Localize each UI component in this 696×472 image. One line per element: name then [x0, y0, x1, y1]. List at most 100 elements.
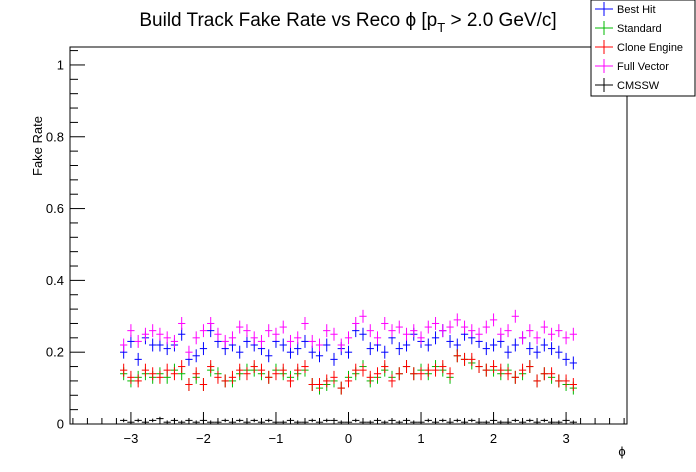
data-point: [344, 331, 353, 345]
data-point: [388, 418, 396, 423]
data-point: [141, 327, 150, 341]
data-point: [127, 370, 135, 384]
data-point: [337, 381, 345, 395]
legend-entry: Full Vector: [595, 59, 669, 73]
data-point: [323, 418, 331, 423]
data-point: [134, 352, 142, 366]
data-point: [489, 313, 498, 327]
data-point: [417, 331, 425, 345]
data-point: [344, 345, 353, 359]
data-point: [279, 363, 287, 377]
data-point: [236, 345, 244, 359]
data-point: [540, 338, 548, 352]
data-point: [381, 317, 389, 330]
chart-title-subscript: T: [437, 20, 445, 35]
data-point: [410, 367, 418, 381]
data-point: [337, 338, 345, 352]
data-point: [417, 420, 425, 424]
data-point: [323, 374, 331, 388]
data-point: [163, 331, 171, 345]
data-point: [192, 367, 200, 381]
x-axis-label: ϕ: [618, 444, 625, 459]
data-point: [214, 327, 222, 341]
data-point: [547, 367, 556, 381]
data-point: [460, 352, 469, 366]
data-point: [214, 420, 222, 424]
data-point: [366, 324, 374, 338]
data-point: [366, 420, 374, 424]
data-point: [366, 342, 374, 356]
data-point: [439, 324, 447, 338]
data-point: [294, 363, 302, 377]
data-point: [518, 331, 527, 345]
data-point: [395, 367, 403, 381]
data-point: [257, 363, 266, 377]
chart-title-main: Build Track Fake Rate vs Reco ϕ [p: [139, 10, 437, 31]
data-point: [497, 363, 505, 377]
data-point: [482, 320, 490, 334]
data-point: [149, 418, 157, 423]
data-point: [431, 331, 440, 345]
data-point: [294, 331, 302, 345]
data-point: [482, 342, 490, 356]
data-point: [228, 331, 237, 345]
data-point: [265, 370, 273, 384]
x-axis: −3 −2 −1 0 1 2 3: [72, 412, 625, 446]
data-point: [308, 418, 316, 423]
data-point: [453, 349, 461, 363]
series-clone-engine: [120, 349, 577, 395]
data-point: [504, 420, 512, 424]
legend-label: Clone Engine: [617, 42, 683, 54]
data-point: [569, 420, 577, 424]
data-point: [446, 320, 454, 334]
data-point: [497, 420, 505, 424]
data-point: [518, 363, 527, 377]
data-point: [250, 331, 258, 345]
data-point: [207, 420, 215, 424]
data-point: [562, 331, 570, 345]
data-point: [352, 317, 360, 330]
x-tick-label: 1: [417, 431, 424, 446]
data-point: [199, 418, 208, 423]
data-point: [562, 418, 570, 423]
data-point: [446, 367, 454, 381]
data-point: [482, 363, 490, 377]
legend-label: Standard: [617, 23, 662, 35]
data-point: [562, 352, 570, 366]
data-point: [156, 416, 164, 421]
data-point: [533, 345, 541, 359]
data-point: [192, 420, 200, 424]
data-point: [141, 363, 150, 377]
data-point: [221, 374, 229, 388]
chart-title-end: > 2.0 GeV/c]: [445, 10, 556, 31]
data-point: [489, 360, 498, 374]
data-point: [185, 345, 193, 359]
data-point: [163, 420, 171, 424]
data-point: [134, 418, 142, 423]
data-point: [547, 327, 556, 341]
data-point: [453, 313, 461, 327]
x-tick-label: −1: [269, 431, 284, 446]
data-point: [272, 420, 280, 424]
data-point: [540, 418, 548, 423]
data-point: [315, 420, 324, 424]
legend-entry: Best Hit: [595, 2, 656, 16]
data-point: [156, 370, 164, 384]
data-point: [359, 327, 367, 341]
legend-box: [590, 0, 696, 97]
data-point: [482, 420, 490, 424]
data-point: [308, 334, 316, 348]
data-point: [424, 338, 432, 352]
data-point: [272, 327, 280, 341]
data-point: [221, 418, 229, 423]
data-point: [555, 345, 563, 359]
data-point: [439, 360, 447, 374]
data-point: [381, 360, 389, 374]
data-point: [395, 420, 403, 424]
legend-label: Full Vector: [617, 61, 669, 73]
data-point: [475, 360, 483, 374]
data-point: [453, 418, 461, 423]
data-point: [373, 367, 382, 381]
data-point: [352, 363, 360, 377]
data-point: [511, 309, 519, 323]
